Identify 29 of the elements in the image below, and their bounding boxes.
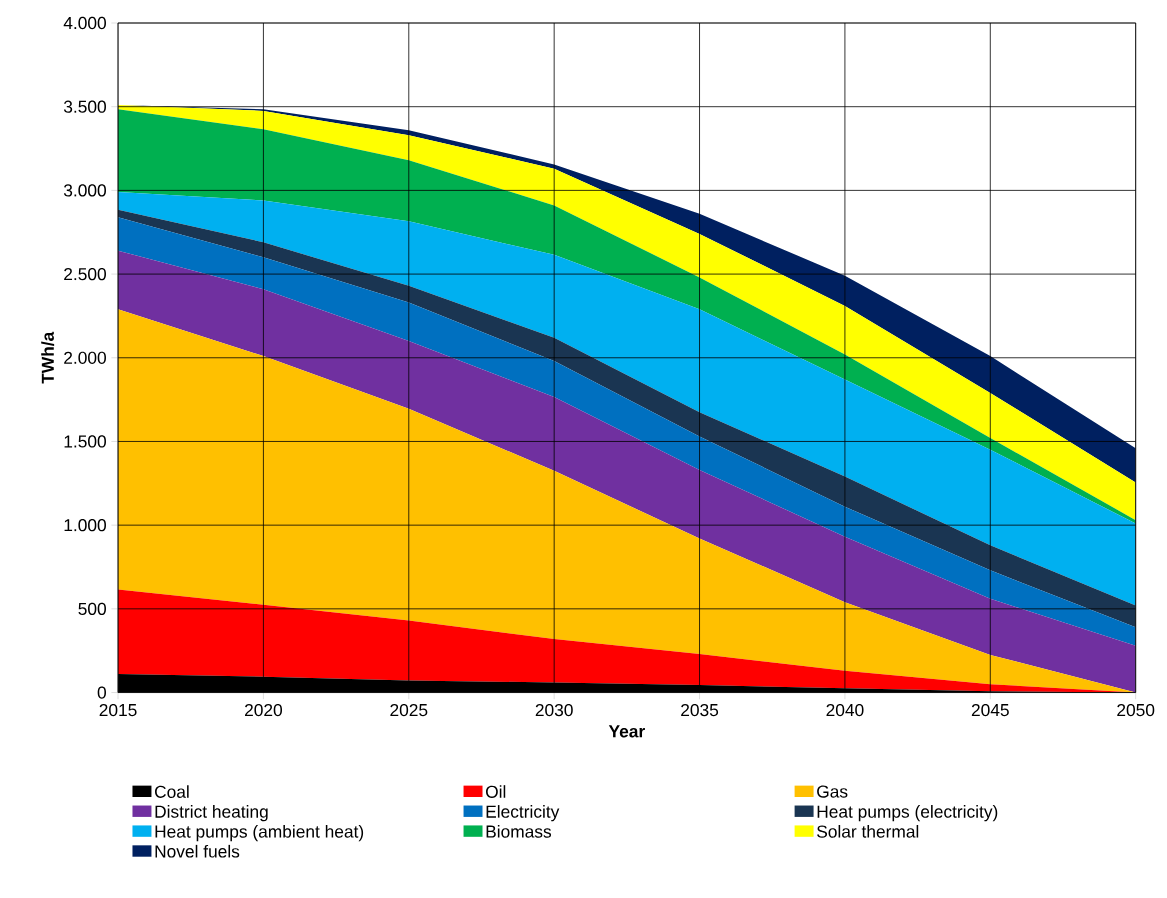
x-tick-label: 2015 [99, 704, 137, 717]
x-tick-label: 2030 [535, 704, 573, 717]
x-tick-label: 2040 [826, 704, 864, 717]
y-axis-title: TWh/a [41, 331, 55, 384]
legend-label: Novel fuels [155, 845, 240, 858]
legend-label: Oil [485, 785, 506, 799]
y-tick-label: 1.000 [64, 519, 106, 532]
y-tick-label: 4.000 [63, 17, 106, 30]
y-tick-label: 500 [78, 602, 106, 616]
legend-label: Heat pumps (ambient heat) [155, 825, 364, 842]
legend-label: Electricity [486, 805, 560, 822]
x-tick-label: 2025 [390, 704, 428, 717]
legend-label: Biomass [486, 825, 552, 838]
x-tick-label: 2020 [245, 704, 283, 717]
y-tick-label: 2.000 [64, 351, 106, 365]
legend-label: District heating [155, 805, 268, 822]
y-tick-label: 0 [97, 686, 106, 699]
y-tick-label: 2.500 [64, 268, 106, 281]
x-tick-label: 2035 [681, 704, 719, 717]
x-axis-title: Year [608, 725, 645, 738]
x-tick-label: 2045 [971, 704, 1009, 717]
x-tick-label: 2050 [1117, 704, 1155, 717]
legend-label: Heat pumps (electricity) [817, 805, 998, 822]
y-tick-label: 1.500 [64, 435, 106, 448]
y-tick-label: 3.000 [63, 184, 106, 197]
legend-label: Coal [154, 785, 189, 799]
y-tick-label: 3.500 [63, 100, 106, 114]
legend-label: Solar thermal [817, 825, 919, 838]
legend-label: Gas [817, 785, 848, 798]
